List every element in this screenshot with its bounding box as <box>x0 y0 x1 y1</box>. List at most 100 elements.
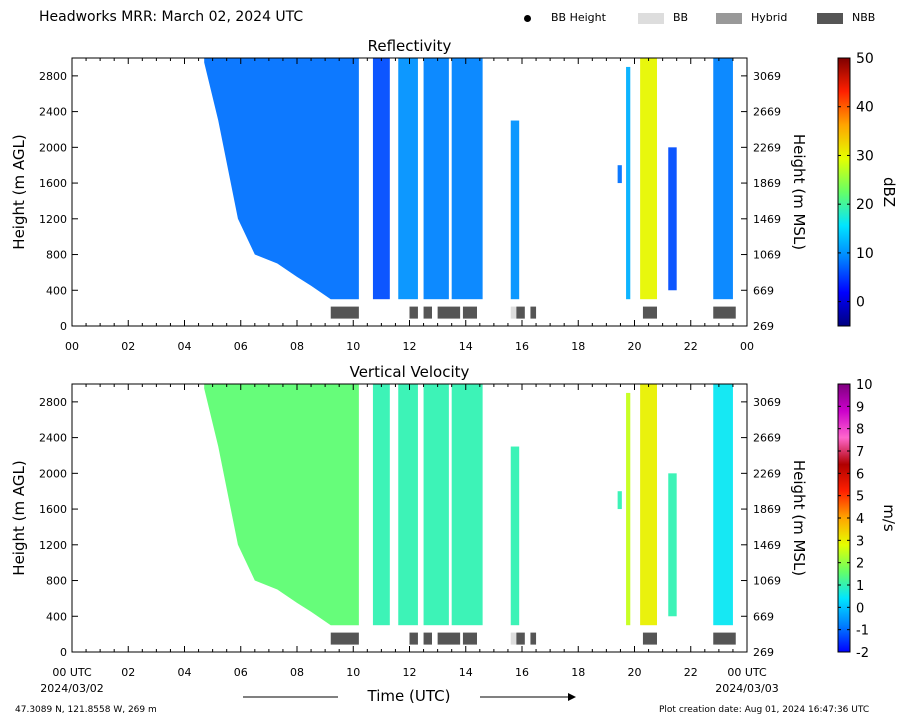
bright-band-marker <box>462 632 477 645</box>
y-right-tick-label: 2269 <box>753 467 781 480</box>
y-right-tick-label: 669 <box>753 284 774 297</box>
y-right-tick-label: 269 <box>753 320 774 333</box>
bright-band-marker <box>462 306 477 319</box>
x-tick-label: 14 <box>459 340 473 353</box>
colorbar-tick-label: 6 <box>856 467 864 482</box>
bright-band-marker <box>510 306 517 319</box>
x-tick-label: 14 <box>459 666 473 679</box>
colorbar-label: dBZ <box>880 177 898 207</box>
legend-label-bb: BB <box>673 11 689 24</box>
y-right-tick-label: 2669 <box>753 106 781 119</box>
y-right-tick-label: 1069 <box>753 249 781 262</box>
x-tick-label: 22 <box>684 666 698 679</box>
x-tick-label: 06 <box>234 340 248 353</box>
colorbar-tick-label: 7 <box>856 445 864 460</box>
colorbar-label: m/s <box>880 504 898 532</box>
x-tick-label: 22 <box>684 340 698 353</box>
bright-band-marker <box>642 306 657 319</box>
legend-swatch-bb <box>638 13 664 24</box>
x-tick-label: 10 <box>346 340 360 353</box>
y-tick-label: 400 <box>46 610 67 623</box>
colorbar-tick-label: 10 <box>856 246 874 262</box>
echo-column <box>713 58 733 300</box>
colorbar-tick-label: 2 <box>856 557 864 572</box>
y-tick-label: 800 <box>46 575 67 588</box>
echo-column <box>713 384 733 626</box>
x-axis-label: Time (UTC) <box>367 687 451 705</box>
x-tick-label: 00 <box>65 340 79 353</box>
x-tick-label: 16 <box>515 666 529 679</box>
y-right-tick-label: 669 <box>753 610 774 623</box>
bright-band-marker <box>409 306 418 319</box>
echo-column <box>372 58 390 300</box>
colorbar-tick-label: -1 <box>856 624 869 639</box>
x-tick-label: 20 <box>628 340 642 353</box>
bright-band-marker <box>516 632 525 645</box>
legend-label-nbb: NBB <box>852 11 876 24</box>
x-tick-label: 16 <box>515 340 529 353</box>
bright-band-marker <box>409 632 418 645</box>
y-axis-label: Height (m AGL) <box>10 460 28 575</box>
colorbar-tick-label: 10 <box>856 378 873 393</box>
echo-column <box>204 384 359 626</box>
colorbar-tick-label: 50 <box>856 51 874 67</box>
bb-height-marker-icon <box>524 15 531 22</box>
x-tick-label: 00 UTC <box>52 666 92 679</box>
y-tick-label: 2400 <box>39 432 67 445</box>
x-tick-label: 04 <box>178 340 192 353</box>
bright-band-marker <box>530 632 537 645</box>
echo-column <box>423 58 449 300</box>
y-tick-label: 2000 <box>39 467 67 480</box>
x-tick-label: 02 <box>121 340 135 353</box>
bright-band-marker <box>330 632 359 645</box>
x-tick-label: 20 <box>628 666 642 679</box>
y-right-tick-label: 1469 <box>753 539 781 552</box>
x-tick-label: 06 <box>234 666 248 679</box>
x-tick-label: 04 <box>178 666 192 679</box>
y-right-tick-label: 1869 <box>753 503 781 516</box>
y-tick-label: 2800 <box>39 396 67 409</box>
bright-band-marker <box>437 632 461 645</box>
x-tick-label: 18 <box>571 666 585 679</box>
y-tick-label: 2000 <box>39 141 67 154</box>
echo-column <box>398 58 418 300</box>
y-tick-label: 1200 <box>39 539 67 552</box>
echo-column <box>510 446 520 626</box>
y-right-tick-label: 3069 <box>753 70 781 83</box>
y-tick-label: 1600 <box>39 177 67 190</box>
y-tick-label: 0 <box>60 320 67 333</box>
page-title: Headworks MRR: March 02, 2024 UTC <box>39 9 304 25</box>
x-tick-label: 12 <box>403 666 417 679</box>
bright-band-marker <box>530 306 537 319</box>
y-right-tick-label: 2269 <box>753 141 781 154</box>
echo-column <box>640 384 657 626</box>
colorbar-tick-label: 0 <box>856 601 864 616</box>
bright-band-marker <box>437 306 461 319</box>
legend-swatch-hybrid <box>716 13 742 24</box>
echo-column <box>423 384 449 626</box>
y-axis-label: Height (m AGL) <box>10 134 28 249</box>
x-tick-label: 08 <box>290 340 304 353</box>
x-tick-label: 00 <box>740 340 754 353</box>
echo-column <box>617 165 622 184</box>
echo-column <box>204 58 359 300</box>
y-tick-label: 0 <box>60 646 67 659</box>
y-right-tick-label: 3069 <box>753 396 781 409</box>
echo-column <box>640 58 657 300</box>
bright-band-marker <box>510 632 517 645</box>
x-tick-label: 18 <box>571 340 585 353</box>
bright-band-marker <box>713 632 736 645</box>
y-right-tick-label: 1869 <box>753 177 781 190</box>
echo-column <box>668 147 677 291</box>
end-date-label: 2024/03/03 <box>715 682 778 695</box>
x-tick-label: 00 UTC <box>727 666 767 679</box>
colorbar-tick-label: 8 <box>856 423 864 438</box>
bright-band-marker <box>330 306 359 319</box>
y-tick-label: 1600 <box>39 503 67 516</box>
echo-column <box>668 473 677 617</box>
colorbar <box>837 57 851 327</box>
x-tick-label: 10 <box>346 666 360 679</box>
echo-column <box>451 384 483 626</box>
echo-column <box>510 120 520 300</box>
